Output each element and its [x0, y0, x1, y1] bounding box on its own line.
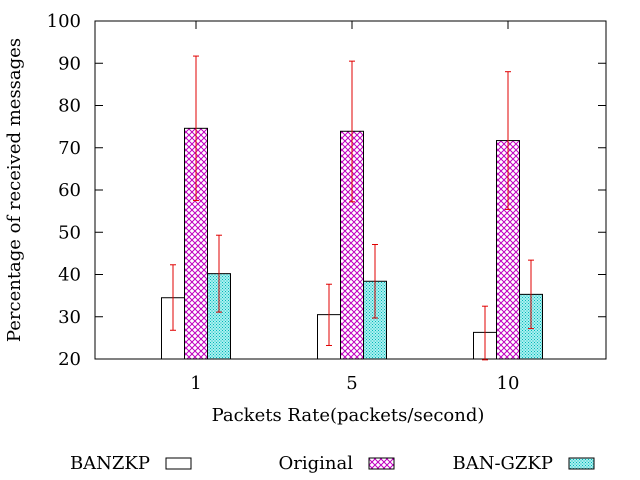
x-tick-label: 5	[346, 373, 357, 394]
legend-swatch	[368, 457, 395, 470]
y-tick-label: 80	[58, 96, 81, 117]
error-bar-banzkp-5	[326, 283, 332, 346]
error-bar-original-5	[349, 60, 355, 203]
error-bar-ban-gzkp-5	[372, 244, 378, 319]
legend-item-banzkp: BANZKP	[70, 453, 192, 474]
y-axis-ticks: 20 30 40 50 60 70 80 90 100	[47, 11, 606, 370]
y-tick-label: 30	[58, 307, 81, 328]
error-bar-original-10	[505, 71, 511, 210]
x-tick-label: 10	[497, 373, 520, 394]
y-tick-label: 40	[58, 265, 81, 286]
x-axis-ticks: 1 5 10	[190, 21, 519, 394]
error-bar-banzkp-1	[170, 264, 176, 331]
error-bars	[170, 55, 534, 361]
error-bar-ban-gzkp-1	[216, 234, 222, 313]
x-tick-label: 1	[190, 373, 201, 394]
legend-item-original: Original	[279, 453, 395, 474]
y-tick-label: 70	[58, 138, 81, 159]
y-axis-label: Percentage of received messages	[4, 38, 25, 342]
bars	[161, 127, 543, 360]
legend: BANZKP Original BAN-GZKP	[70, 453, 595, 474]
legend-swatch	[165, 457, 192, 470]
y-tick-label: 90	[58, 53, 81, 74]
error-bar-ban-gzkp-10	[528, 259, 534, 330]
y-tick-label: 20	[58, 349, 81, 370]
error-bar-banzkp-10	[482, 305, 488, 361]
x-axis-label: Packets Rate(packets/second)	[212, 405, 485, 426]
legend-label: BANZKP	[70, 453, 150, 474]
legend-label: Original	[279, 453, 354, 474]
legend-swatch	[568, 457, 595, 470]
error-bar-original-1	[193, 55, 199, 202]
y-tick-label: 100	[47, 11, 81, 32]
legend-item-ban-gzkp: BAN-GZKP	[452, 453, 595, 474]
legend-label: BAN-GZKP	[452, 453, 553, 474]
y-tick-label: 50	[58, 222, 81, 243]
y-tick-label: 60	[58, 180, 81, 201]
